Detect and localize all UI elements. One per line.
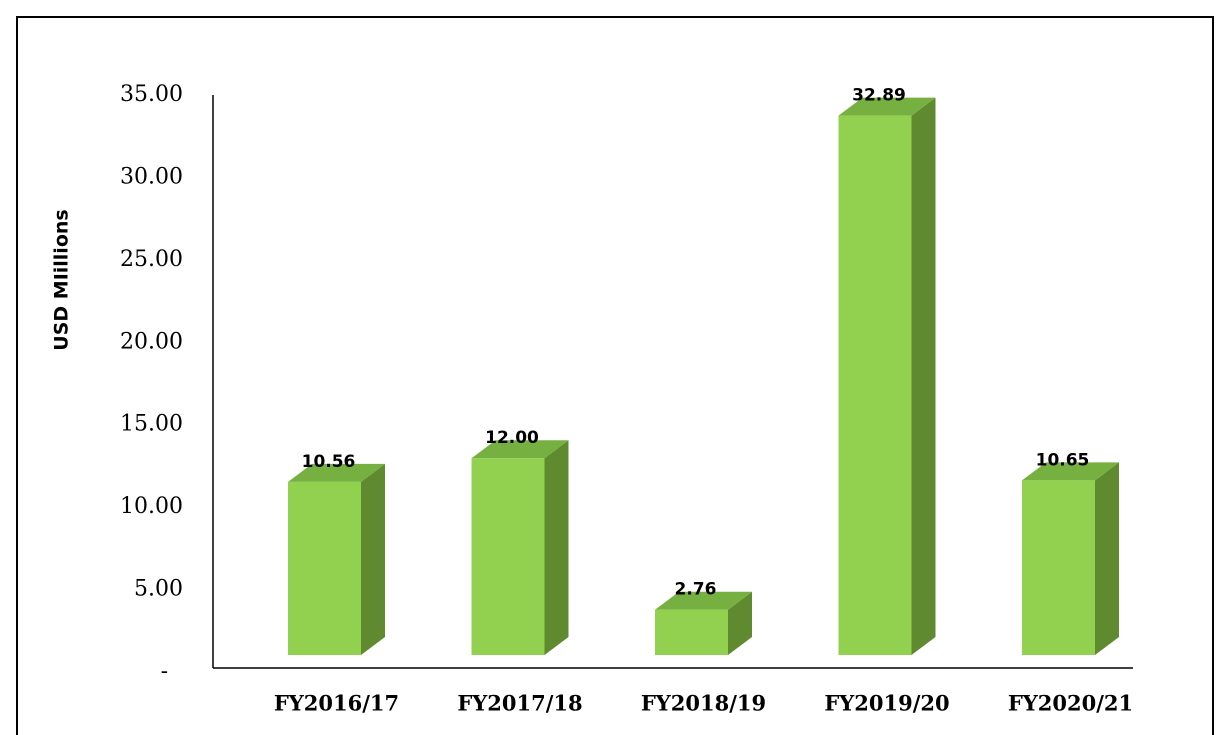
- bar-side: [544, 440, 569, 655]
- x-tick-label: FY2018/19: [641, 691, 766, 716]
- bar-top: [471, 440, 569, 459]
- bar: [1022, 480, 1095, 655]
- y-tick-label: 5.00: [134, 577, 183, 602]
- bar-side: [361, 463, 385, 655]
- bar-top: [655, 591, 752, 610]
- frame: [16, 16, 1214, 735]
- y-tick-label: 30.00: [120, 164, 183, 189]
- bar-top: [288, 463, 385, 482]
- x-tick-label: FY2020/21: [1008, 691, 1133, 716]
- y-tick-label: 25.00: [120, 247, 183, 272]
- y-axis-label: USD MIillions: [51, 209, 73, 350]
- value-label: 32.89: [852, 86, 906, 106]
- bar: [288, 481, 361, 655]
- value-label: 10.56: [302, 452, 356, 472]
- x-tick-label: FY2016/17: [274, 691, 399, 716]
- value-label: 12.00: [485, 428, 539, 448]
- y-tick-label: 15.00: [120, 412, 183, 437]
- bar-side: [728, 591, 752, 655]
- value-label: 10.65: [1036, 450, 1090, 470]
- y-tick-label: 10.00: [120, 494, 183, 519]
- y-tick-label: 20.00: [120, 329, 183, 354]
- bar: [655, 609, 728, 655]
- value-label: 2.76: [675, 580, 717, 600]
- bar: [838, 115, 912, 655]
- bar-top: [1022, 462, 1119, 481]
- y-tick-label: 35.00: [120, 82, 183, 107]
- x-tick-label: FY2017/18: [457, 691, 582, 716]
- x-tick-label: FY2019/20: [824, 691, 949, 716]
- bar: [471, 458, 545, 655]
- bar-top: [838, 97, 936, 116]
- bar-side: [911, 97, 936, 655]
- y-tick-label: -: [161, 659, 168, 684]
- bar-side: [1095, 462, 1119, 655]
